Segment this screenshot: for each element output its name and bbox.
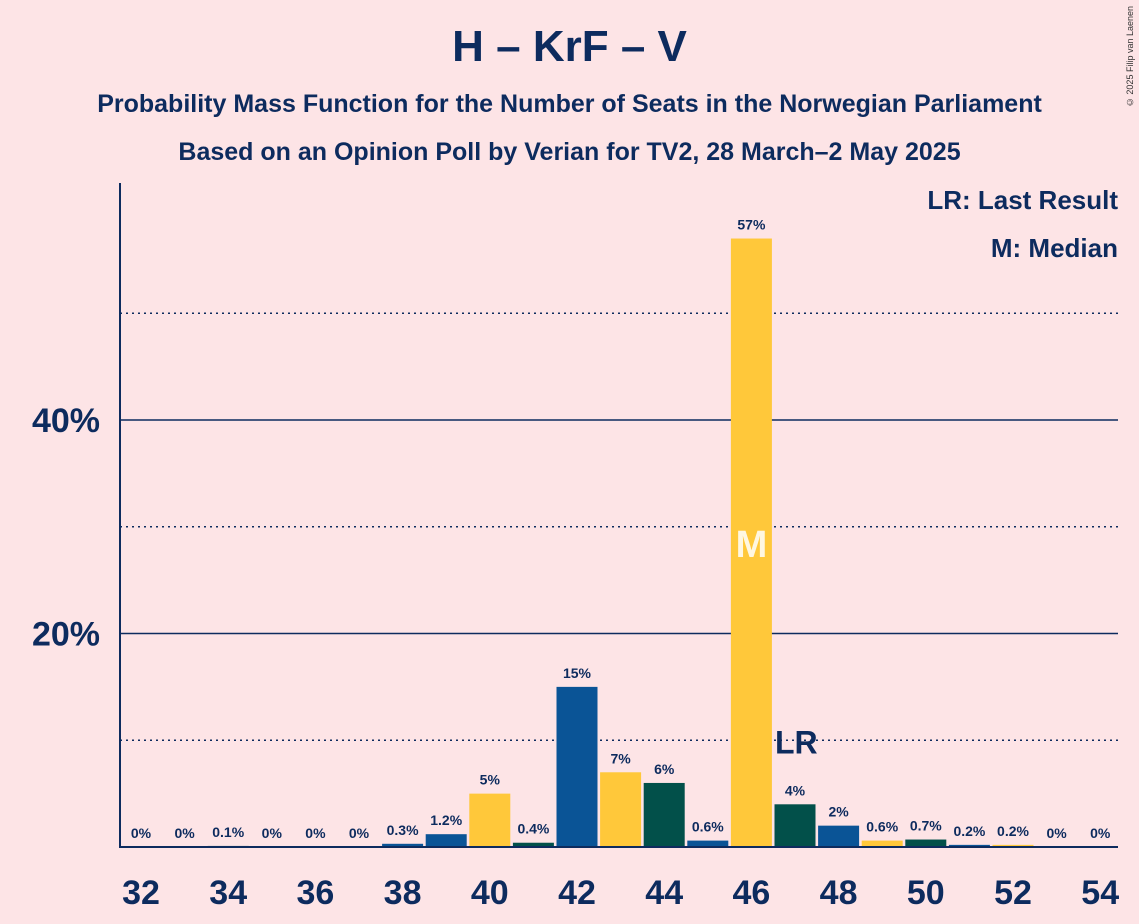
bar-data-label: 57%	[737, 217, 766, 233]
bar-data-label: 0%	[1046, 825, 1067, 841]
bar-data-label: 0.6%	[866, 819, 898, 835]
x-tick-label: 44	[645, 874, 683, 912]
bar-data-label: 7%	[610, 750, 631, 766]
bar-seat-41	[512, 842, 554, 847]
bar-seat-46	[730, 238, 772, 847]
chart-title: H – KrF – V	[452, 22, 687, 71]
bar-seat-52	[992, 844, 1034, 847]
bar-data-label: 0.3%	[387, 822, 419, 838]
bar-data-label: 0%	[1090, 825, 1111, 841]
last-result-marker: LR	[775, 724, 818, 760]
x-tick-label: 52	[994, 874, 1032, 912]
bar-data-label: 0.2%	[953, 823, 985, 839]
bar-data-label: 0%	[305, 825, 326, 841]
bar-seat-45	[687, 840, 729, 847]
bar-seat-43	[600, 772, 642, 847]
bar-seat-42	[556, 686, 598, 847]
bar-seat-49	[861, 840, 903, 847]
median-marker: M	[736, 524, 768, 566]
x-tick-label: 46	[732, 874, 770, 912]
bar-seat-51	[948, 844, 990, 847]
bar-data-label: 0.1%	[212, 824, 244, 840]
x-tick-label: 50	[907, 874, 945, 912]
bar-data-label: 0.6%	[692, 819, 724, 835]
y-tick-label: 20%	[32, 616, 100, 654]
bar-data-label: 2%	[828, 804, 849, 820]
bar-seat-39	[425, 834, 467, 847]
bar-seat-48	[818, 825, 860, 847]
bar-data-label: 0.4%	[517, 821, 549, 837]
bar-data-label: 15%	[563, 665, 592, 681]
bar-data-label: 6%	[654, 761, 675, 777]
x-tick-label: 42	[558, 874, 596, 912]
bar-data-label: 1.2%	[430, 812, 462, 828]
bar-seat-50	[905, 839, 947, 847]
x-tick-label: 32	[122, 874, 160, 912]
bar-data-label: 0.7%	[910, 818, 942, 834]
y-tick-label: 40%	[32, 402, 100, 440]
bar-data-label: 0.2%	[997, 823, 1029, 839]
bar-data-label: 0%	[174, 825, 195, 841]
bar-data-label: 0%	[262, 825, 283, 841]
x-tick-label: 36	[296, 874, 334, 912]
bar-seat-44	[643, 782, 685, 847]
x-tick-label: 34	[209, 874, 247, 912]
chart-source: Based on an Opinion Poll by Verian for T…	[178, 138, 961, 166]
chart-subtitle: Probability Mass Function for the Number…	[97, 90, 1042, 118]
bar-seat-38	[382, 843, 424, 847]
bar-data-label: 0%	[349, 825, 370, 841]
bar-data-label: 4%	[785, 782, 806, 798]
x-tick-label: 54	[1081, 874, 1119, 912]
bar-data-label: 5%	[480, 772, 501, 788]
x-tick-label: 38	[384, 874, 422, 912]
legend-last-result: LR: Last Result	[927, 185, 1118, 215]
bar-data-label: 0%	[131, 825, 152, 841]
x-tick-label: 48	[820, 874, 858, 912]
bar-seat-40	[469, 793, 511, 847]
legend-median: M: Median	[990, 233, 1118, 263]
x-tick-label: 40	[471, 874, 509, 912]
bar-seat-47	[774, 804, 816, 847]
